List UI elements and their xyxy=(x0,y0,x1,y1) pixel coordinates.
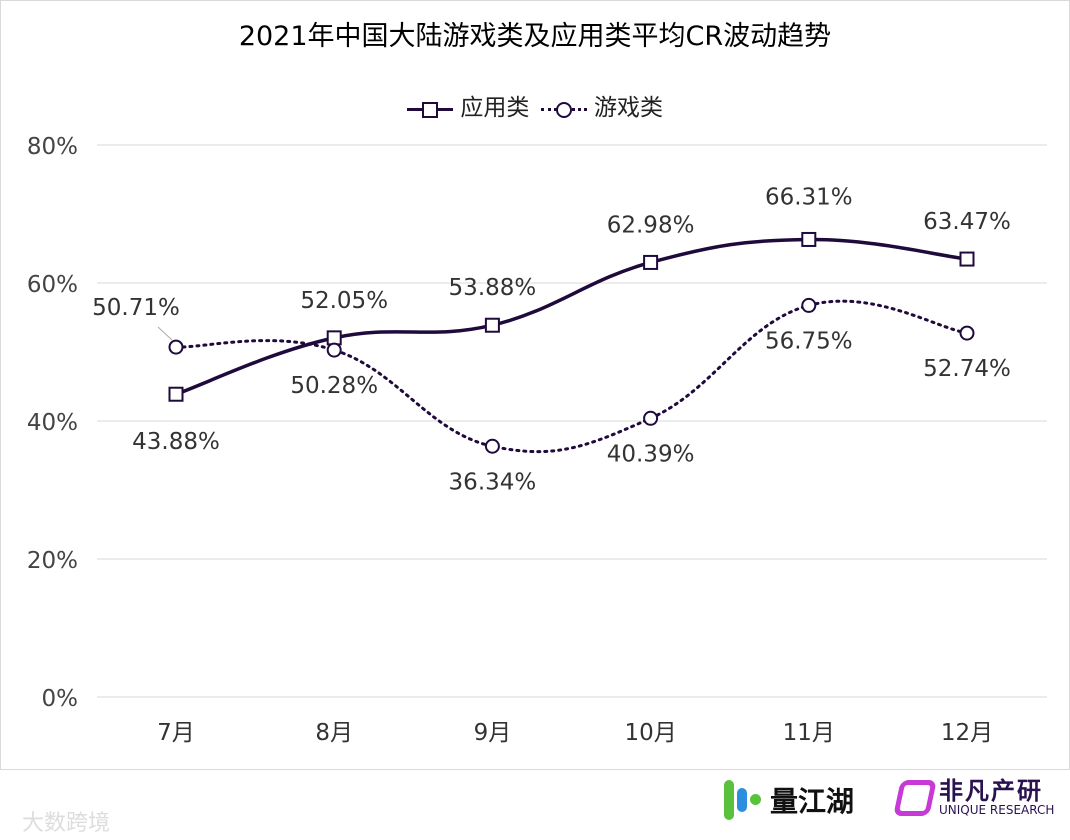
y-tick-label: 60% xyxy=(27,272,78,298)
marker-circle xyxy=(484,438,500,454)
watermark: 大数跨境 xyxy=(22,811,111,836)
marker-square xyxy=(168,386,184,402)
marker-circle xyxy=(959,325,975,341)
data-label: 52.74% xyxy=(923,356,1011,382)
x-tick-label: 11月 xyxy=(783,720,835,746)
data-label: 36.34% xyxy=(449,469,537,495)
x-tick-label: 8月 xyxy=(315,720,353,746)
data-label: 63.47% xyxy=(923,209,1011,235)
data-label: 40.39% xyxy=(607,441,695,467)
x-tick-label: 7月 xyxy=(157,720,195,746)
series-line-1 xyxy=(174,299,969,454)
data-label: 62.98% xyxy=(607,212,695,238)
marker-square xyxy=(801,231,817,247)
legend-app-marker xyxy=(407,99,454,119)
legend-game-marker xyxy=(540,99,587,119)
marker-circle xyxy=(801,297,817,313)
y-tick-label: 20% xyxy=(27,548,78,574)
marker-circle xyxy=(643,410,659,426)
marker-circle xyxy=(168,339,184,355)
data-label: 50.71% xyxy=(92,295,180,321)
y-tick-label: 80% xyxy=(27,134,78,160)
unique-research-logo-icon xyxy=(893,779,937,816)
series-line-0 xyxy=(174,237,969,396)
data-label: 56.75% xyxy=(765,328,853,354)
legend: 应用类 游戏类 xyxy=(0,88,1070,122)
legend-game-label: 游戏类 xyxy=(593,95,663,121)
data-label: 66.31% xyxy=(765,184,853,210)
data-label: 43.88% xyxy=(132,429,220,455)
marker-square xyxy=(643,254,659,270)
y-tick-label: 40% xyxy=(27,410,78,436)
logo-liangjianghu: 量江湖 xyxy=(722,778,854,822)
leader-line xyxy=(157,326,173,341)
x-tick-label: 10月 xyxy=(624,720,676,746)
marker-square xyxy=(326,330,342,346)
data-label: 53.88% xyxy=(449,275,537,301)
marker-square xyxy=(484,317,500,333)
legend-app-label: 应用类 xyxy=(460,95,530,121)
liangjianghu-logo-icon xyxy=(722,778,762,822)
x-tick-label: 9月 xyxy=(474,720,512,746)
marker-square xyxy=(959,251,975,267)
y-tick-label: 0% xyxy=(42,686,79,712)
marker-circle xyxy=(326,342,342,358)
data-label: 50.28% xyxy=(290,373,378,399)
plot-area: 0% 20% 40% 60% 80% 7月 8月 9月 10月 11月 12月 43.88% 52.05… xyxy=(27,134,1047,746)
logo-unique-research: 非凡产研 UNIQUE RESEARCH xyxy=(893,778,1054,818)
data-label: 52.05% xyxy=(300,288,388,314)
chart-title: 2021年中国大陆游戏类及应用类平均CR波动趋势 xyxy=(238,21,832,52)
x-tick-label: 12月 xyxy=(941,720,993,746)
